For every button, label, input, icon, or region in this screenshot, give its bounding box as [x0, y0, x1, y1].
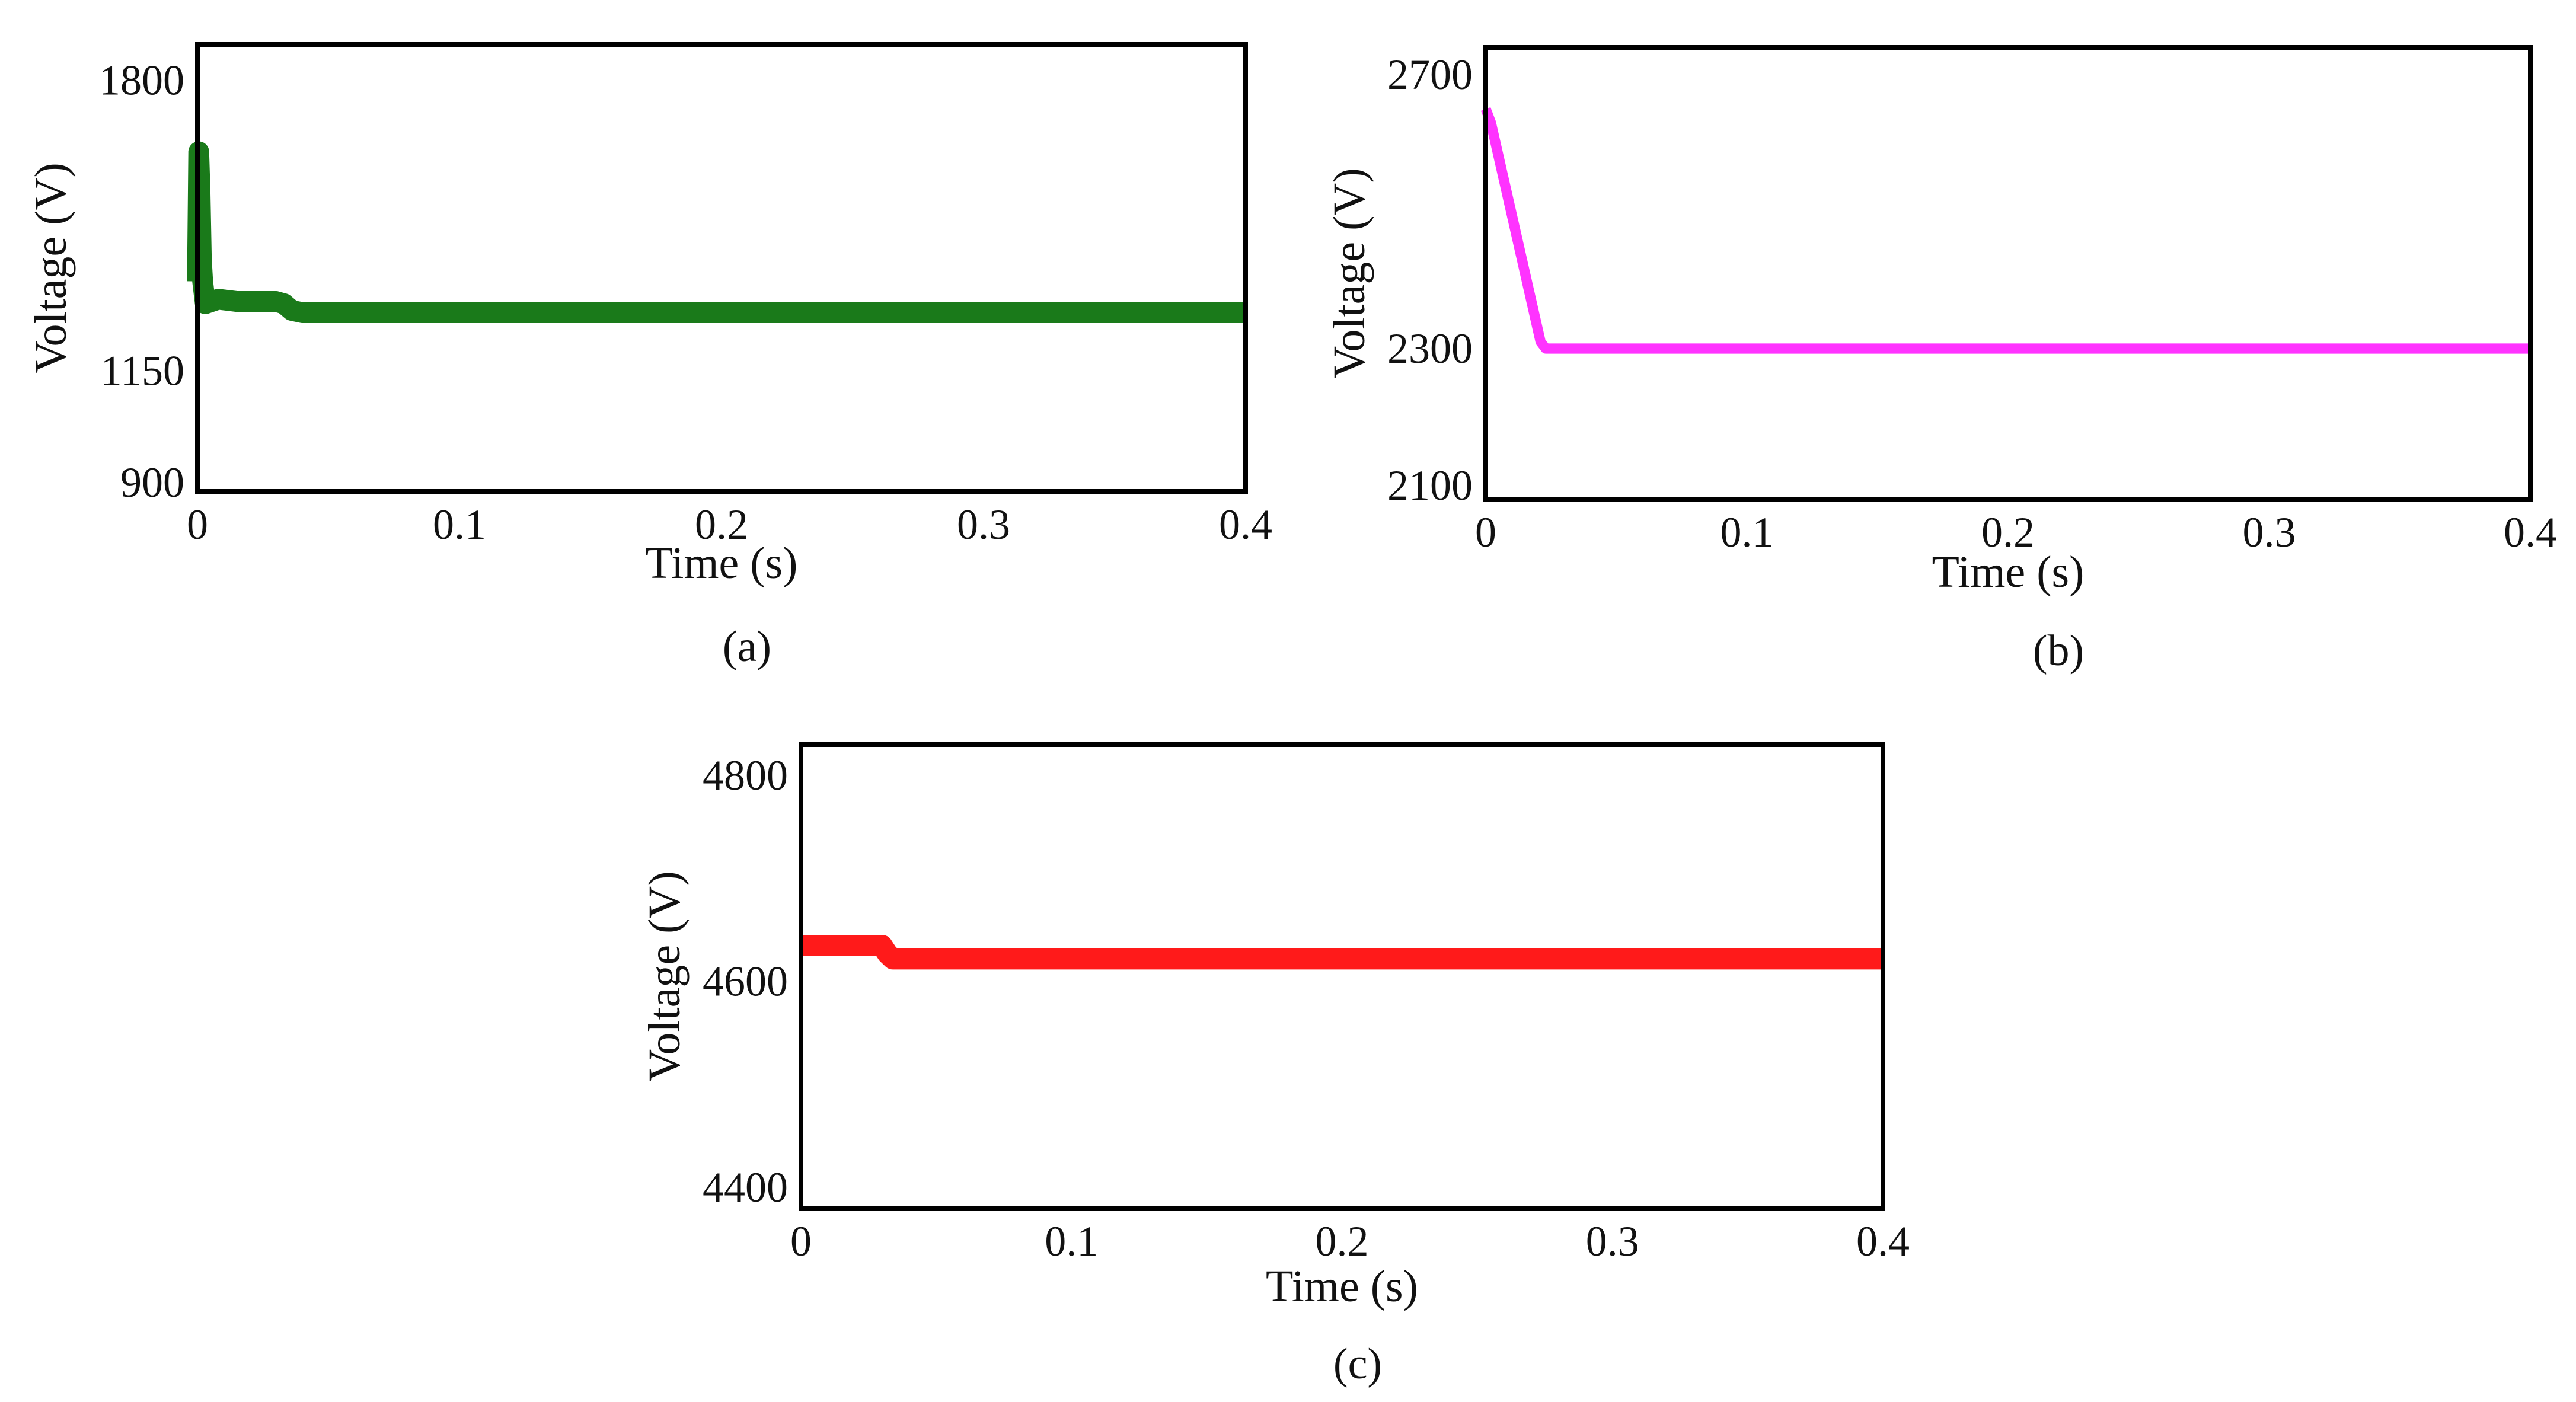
x-axis-title: Time (s) — [1266, 1262, 1418, 1311]
x-axis-title: Time (s) — [646, 538, 798, 588]
y-tick-label: 4400 — [703, 1164, 788, 1211]
x-tick-label: 0.1 — [433, 501, 486, 548]
x-tick-label: 0.4 — [2504, 509, 2557, 556]
y-tick-label: 900 — [120, 459, 184, 506]
panel-caption: (a) — [723, 622, 771, 671]
y-tick-label: 4800 — [703, 752, 788, 799]
series-line-c — [801, 935, 1883, 970]
x-tick-label: 0.4 — [1219, 501, 1272, 548]
x-tick-label: 0.3 — [1586, 1218, 1639, 1265]
y-axis-title: Voltage (V) — [1324, 168, 1374, 378]
x-tick-label: 0.2 — [1981, 509, 2035, 556]
y-tick-label: 4600 — [703, 958, 788, 1005]
series-line-b — [1480, 107, 2530, 354]
panel-caption: (c) — [1333, 1340, 1382, 1388]
panel-caption: (b) — [2033, 627, 2084, 675]
x-tick-label: 0.2 — [695, 501, 748, 548]
x-tick-label: 0.2 — [1316, 1218, 1369, 1265]
y-axis-title: Voltage (V) — [640, 871, 690, 1081]
x-tick-label: 0 — [1475, 509, 1496, 556]
plot-frame-c — [799, 742, 1885, 1211]
y-tick-label: 1800 — [99, 56, 184, 104]
plot-frame-b — [1483, 45, 2533, 502]
x-tick-label: 0 — [790, 1218, 812, 1265]
chart-panel-a: 0 0.1 0.2 0.3 0.4 900 1150 1800 Time (s) Voltage … — [26, 42, 1272, 671]
x-axis-title: Time (s) — [1932, 547, 2085, 597]
y-axis-title: Voltage (V) — [26, 162, 76, 373]
y-tick-label: 2700 — [1387, 51, 1473, 98]
series-line-a — [187, 141, 1246, 323]
y-tick-label: 2100 — [1387, 462, 1473, 509]
y-tick-label: 1150 — [101, 347, 184, 394]
x-tick-label: 0 — [187, 501, 208, 548]
chart-panel-c: 0 0.1 0.2 0.3 0.4 4400 4600 4800 Time (s) Voltage… — [640, 742, 1910, 1388]
x-tick-label: 0.4 — [1856, 1218, 1910, 1265]
x-tick-label: 0.1 — [1720, 509, 1774, 556]
x-tick-label: 0.3 — [957, 501, 1010, 548]
x-tick-label: 0.3 — [2243, 509, 2296, 556]
plot-frame-a — [195, 42, 1248, 494]
chart-panel-b: 0 0.1 0.2 0.3 0.4 2100 2300 2700 Time (s) Voltage… — [1324, 45, 2557, 675]
x-tick-label: 0.1 — [1045, 1218, 1098, 1265]
y-tick-label: 2300 — [1387, 325, 1473, 372]
